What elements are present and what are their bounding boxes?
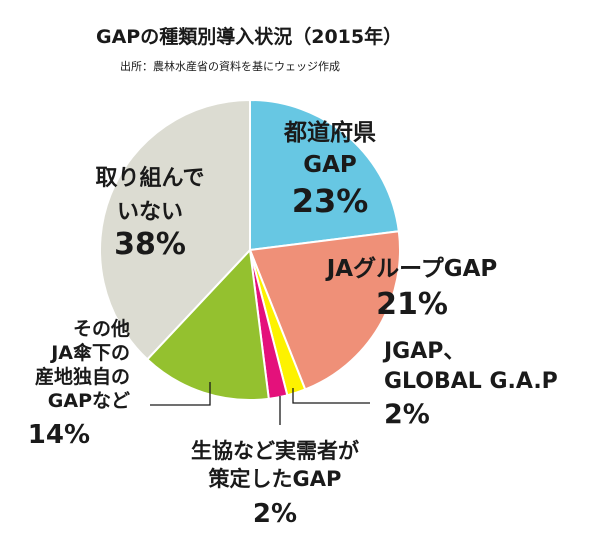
slice-percent-0: 23% (292, 182, 369, 220)
slice-label-2: JGAP、 GLOBAL G.A.P (382, 339, 558, 394)
slice-percent-1: 21% (376, 287, 448, 322)
slice-percent-5: 38% (114, 227, 186, 262)
slice-label-0: 都道府県 GAP (283, 119, 376, 178)
slice-label-3: 生協など実需者が策定したGAP (191, 439, 359, 491)
pie-slice-4 (145, 247, 270, 401)
slice-label-5: 取り組んでいない (96, 165, 205, 225)
leader-line-2 (292, 388, 370, 404)
pie-slice-0 (249, 98, 400, 252)
slice-percent-4: 14% (28, 420, 90, 450)
source-note: 出所：農林水産省の資料を基にウェッジ作成 (120, 60, 340, 73)
pie-slice-5 (99, 98, 251, 361)
slice-percent-3: 2% (253, 499, 297, 529)
slice-label-1: JAグループGAP (325, 255, 498, 282)
chart-title: GAPの種類別導入状況（2015年） (96, 26, 403, 48)
slice-percent-2: 2% (384, 399, 430, 430)
pie-slice-1 (248, 230, 401, 391)
slice-label-4: その他 JA傘下の産地独自の GAPなど (35, 317, 130, 412)
leader-line-4 (150, 382, 211, 406)
